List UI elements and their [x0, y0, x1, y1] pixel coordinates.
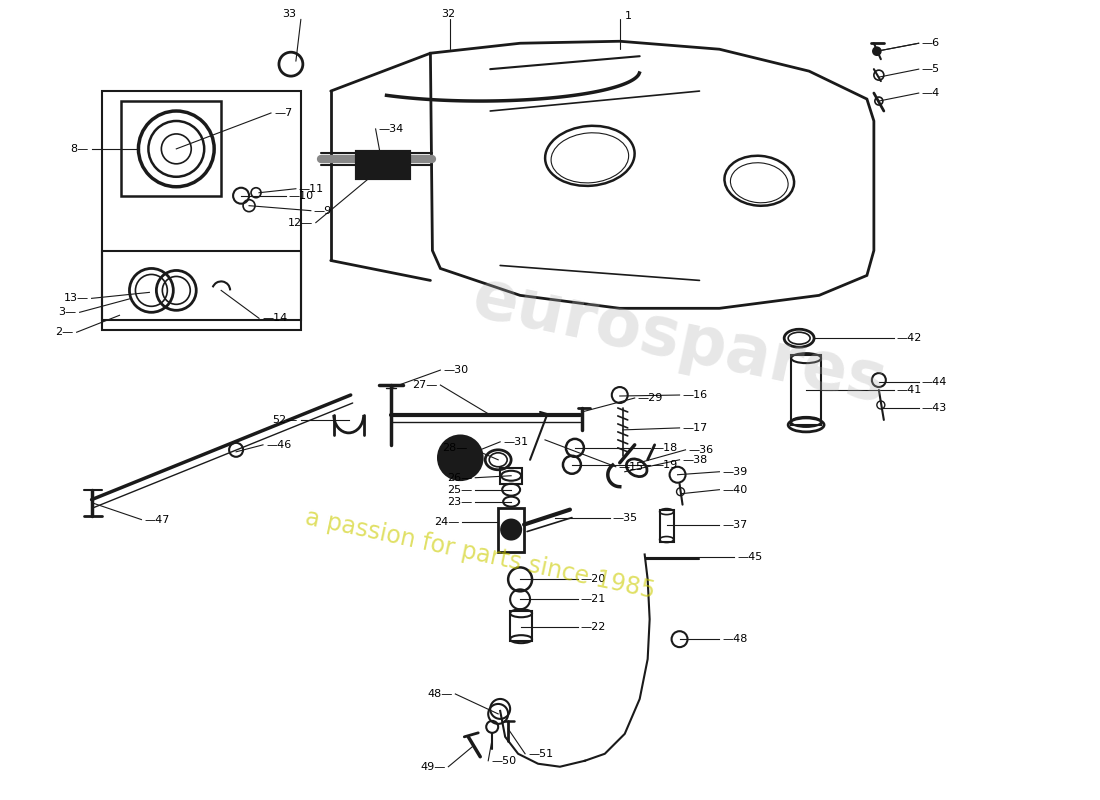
Text: —35: —35 — [613, 513, 638, 522]
Bar — [791, 355, 821, 425]
Text: —10: —10 — [289, 190, 314, 201]
Text: —51: —51 — [528, 749, 553, 758]
Text: —46: —46 — [266, 440, 292, 450]
Text: —4: —4 — [922, 88, 940, 98]
Text: —48: —48 — [723, 634, 748, 644]
Text: —39: —39 — [723, 466, 748, 477]
Text: —5: —5 — [922, 64, 939, 74]
Text: —19: —19 — [652, 460, 678, 470]
Text: —47: —47 — [144, 514, 169, 525]
Text: 24—: 24— — [433, 517, 460, 526]
Text: —14: —14 — [262, 314, 287, 323]
Text: —40: —40 — [723, 485, 748, 494]
Text: 1: 1 — [625, 11, 631, 22]
Text: 52—: 52— — [273, 415, 298, 425]
Text: —34: —34 — [378, 124, 404, 134]
Text: —50: —50 — [492, 756, 516, 766]
Circle shape — [439, 436, 482, 480]
Text: —29: —29 — [638, 393, 663, 403]
Text: 13—: 13— — [64, 294, 89, 303]
Text: 12—: 12— — [287, 218, 312, 228]
Bar — [101, 91, 301, 320]
Text: —41: —41 — [896, 385, 922, 395]
Bar — [510, 611, 532, 641]
Bar — [498, 508, 524, 553]
Text: 3—: 3— — [58, 307, 77, 318]
Text: 48—: 48— — [427, 689, 452, 699]
Bar — [355, 151, 410, 178]
Text: 2—: 2— — [55, 327, 74, 338]
Text: —18: —18 — [652, 443, 678, 453]
Text: 25—: 25— — [447, 485, 472, 494]
Text: —7: —7 — [274, 108, 293, 118]
Bar — [121, 101, 221, 196]
PathPatch shape — [430, 42, 873, 308]
Text: —15: —15 — [619, 462, 644, 472]
Bar — [500, 468, 522, 484]
Text: 28—: 28— — [442, 443, 468, 453]
Text: —42: —42 — [896, 334, 922, 343]
Bar — [355, 151, 410, 178]
Text: —16: —16 — [682, 390, 707, 400]
Text: —9: —9 — [314, 206, 332, 216]
Text: —22: —22 — [581, 622, 606, 632]
Text: 27—: 27— — [412, 380, 438, 390]
Text: —36: —36 — [689, 445, 714, 455]
Text: a passion for parts since 1985: a passion for parts since 1985 — [304, 506, 658, 603]
Circle shape — [502, 519, 521, 539]
Text: 32: 32 — [441, 10, 455, 19]
Text: 26—: 26— — [447, 473, 472, 482]
Text: 33: 33 — [282, 10, 296, 19]
Text: —31: —31 — [503, 437, 528, 447]
Text: 49—: 49— — [420, 762, 446, 772]
Text: eurospares: eurospares — [466, 264, 892, 416]
Text: —45: —45 — [737, 553, 762, 562]
Text: —11: —11 — [299, 184, 324, 194]
Text: —43: —43 — [922, 403, 947, 413]
Text: 23—: 23— — [447, 497, 472, 506]
Text: —30: —30 — [443, 365, 469, 375]
Text: —44: —44 — [922, 377, 947, 387]
Text: —17: —17 — [682, 423, 707, 433]
Bar — [660, 510, 673, 542]
Text: 8—: 8— — [70, 144, 89, 154]
Text: —20: —20 — [581, 574, 606, 584]
Circle shape — [873, 47, 881, 55]
Text: —6: —6 — [922, 38, 939, 48]
Bar — [101, 250, 301, 330]
Text: —37: —37 — [723, 519, 748, 530]
Text: —21: —21 — [581, 594, 606, 604]
Text: —38: —38 — [682, 454, 707, 465]
